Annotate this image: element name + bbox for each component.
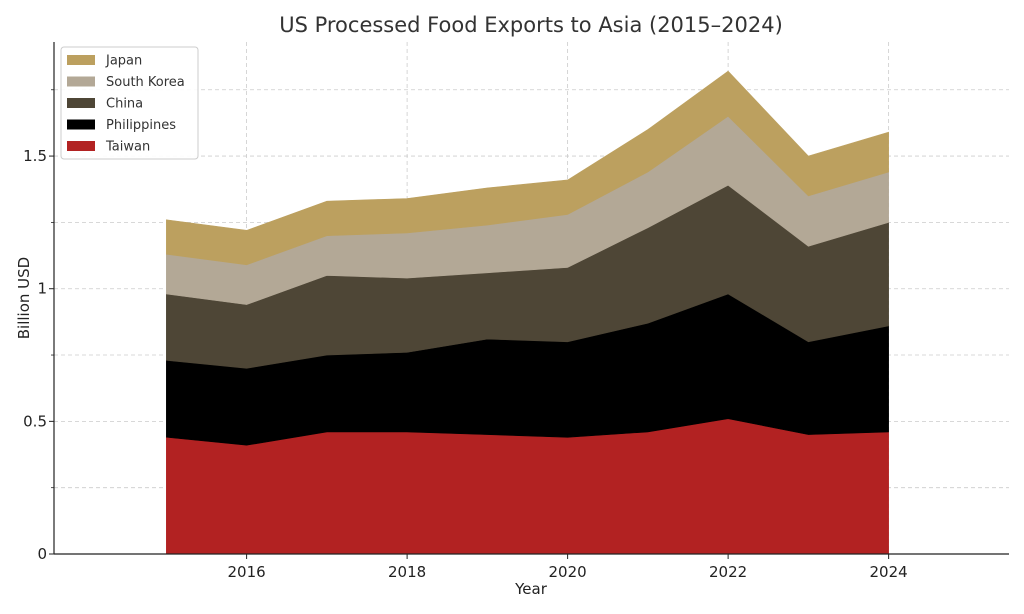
legend-label-china: China: [106, 97, 143, 112]
x-tick-label: 2022: [709, 563, 747, 581]
legend-label-taiwan: Taiwan: [105, 140, 150, 155]
axes: [53, 42, 1009, 555]
legend-swatch-philippines: [67, 119, 95, 130]
legend-label-south-korea: South Korea: [106, 75, 185, 90]
area-japan: [166, 70, 889, 266]
x-tick-label: 2018: [388, 563, 426, 581]
plot-areas: [166, 70, 889, 555]
legend-label-philippines: Philippines: [106, 118, 176, 133]
y-axis-label: Billion USD: [15, 257, 33, 339]
x-axis-label: Year: [514, 580, 548, 598]
x-tick-label: 2016: [228, 563, 266, 581]
legend-swatch-taiwan: [67, 141, 95, 151]
x-tick-label: 2020: [549, 563, 587, 581]
legend-swatch-south-korea: [67, 76, 95, 87]
y-tick-label: 1.5: [23, 147, 47, 165]
y-tick-label: 0.5: [23, 412, 47, 430]
x-tick-label: 2024: [870, 563, 908, 581]
legend: Japan South Korea China Philippines Taiwan: [60, 46, 199, 160]
legend-swatch-china: [67, 98, 95, 108]
y-tick-label: 0: [37, 545, 47, 563]
chart-title: US Processed Food Exports to Asia (2015–…: [279, 13, 783, 37]
ticks: 2016 2018 2020 2022 2024 0 0.5 1 1.5: [23, 89, 908, 581]
legend-swatch-japan: [67, 55, 95, 65]
legend-label-japan: Japan: [105, 54, 142, 69]
y-tick-label: 1: [37, 280, 47, 298]
legend-box: [60, 46, 199, 160]
